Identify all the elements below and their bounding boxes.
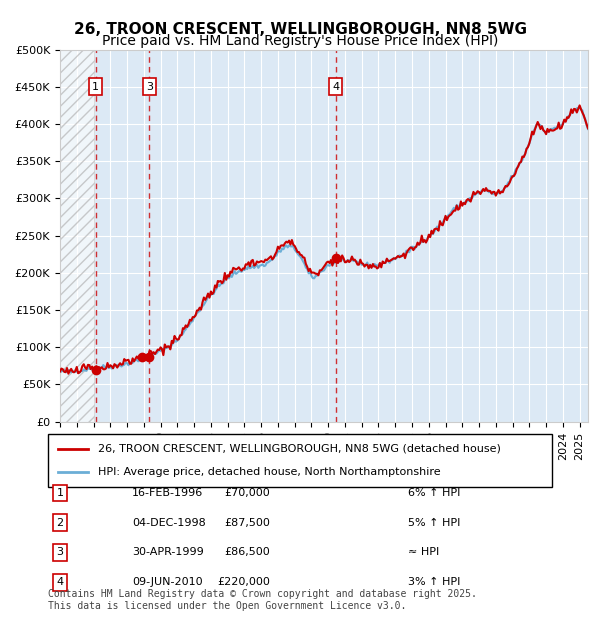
Text: 09-JUN-2010: 09-JUN-2010 bbox=[132, 577, 203, 587]
Text: £220,000: £220,000 bbox=[217, 577, 270, 587]
Text: 26, TROON CRESCENT, WELLINGBOROUGH, NN8 5WG (detached house): 26, TROON CRESCENT, WELLINGBOROUGH, NN8 … bbox=[98, 444, 501, 454]
Text: HPI: Average price, detached house, North Northamptonshire: HPI: Average price, detached house, Nort… bbox=[98, 467, 441, 477]
Text: 04-DEC-1998: 04-DEC-1998 bbox=[132, 518, 206, 528]
Text: 3% ↑ HPI: 3% ↑ HPI bbox=[408, 577, 460, 587]
Text: £70,000: £70,000 bbox=[224, 488, 270, 498]
Text: 2: 2 bbox=[56, 518, 64, 528]
Text: Contains HM Land Registry data © Crown copyright and database right 2025.
This d: Contains HM Land Registry data © Crown c… bbox=[48, 589, 477, 611]
Text: 26, TROON CRESCENT, WELLINGBOROUGH, NN8 5WG: 26, TROON CRESCENT, WELLINGBOROUGH, NN8 … bbox=[74, 22, 527, 37]
FancyBboxPatch shape bbox=[48, 434, 552, 487]
Text: 16-FEB-1996: 16-FEB-1996 bbox=[132, 488, 203, 498]
Text: £86,500: £86,500 bbox=[224, 547, 270, 557]
Text: 5% ↑ HPI: 5% ↑ HPI bbox=[408, 518, 460, 528]
Text: 4: 4 bbox=[56, 577, 64, 587]
Text: £87,500: £87,500 bbox=[224, 518, 270, 528]
Bar bbox=[60, 50, 94, 422]
Text: 6% ↑ HPI: 6% ↑ HPI bbox=[408, 488, 460, 498]
Text: Price paid vs. HM Land Registry's House Price Index (HPI): Price paid vs. HM Land Registry's House … bbox=[102, 34, 498, 48]
Text: 3: 3 bbox=[146, 82, 153, 92]
Text: 1: 1 bbox=[56, 488, 64, 498]
Text: ≈ HPI: ≈ HPI bbox=[408, 547, 439, 557]
Text: 4: 4 bbox=[332, 82, 339, 92]
Text: 3: 3 bbox=[56, 547, 64, 557]
Text: 1: 1 bbox=[92, 82, 99, 92]
Text: 30-APR-1999: 30-APR-1999 bbox=[132, 547, 204, 557]
